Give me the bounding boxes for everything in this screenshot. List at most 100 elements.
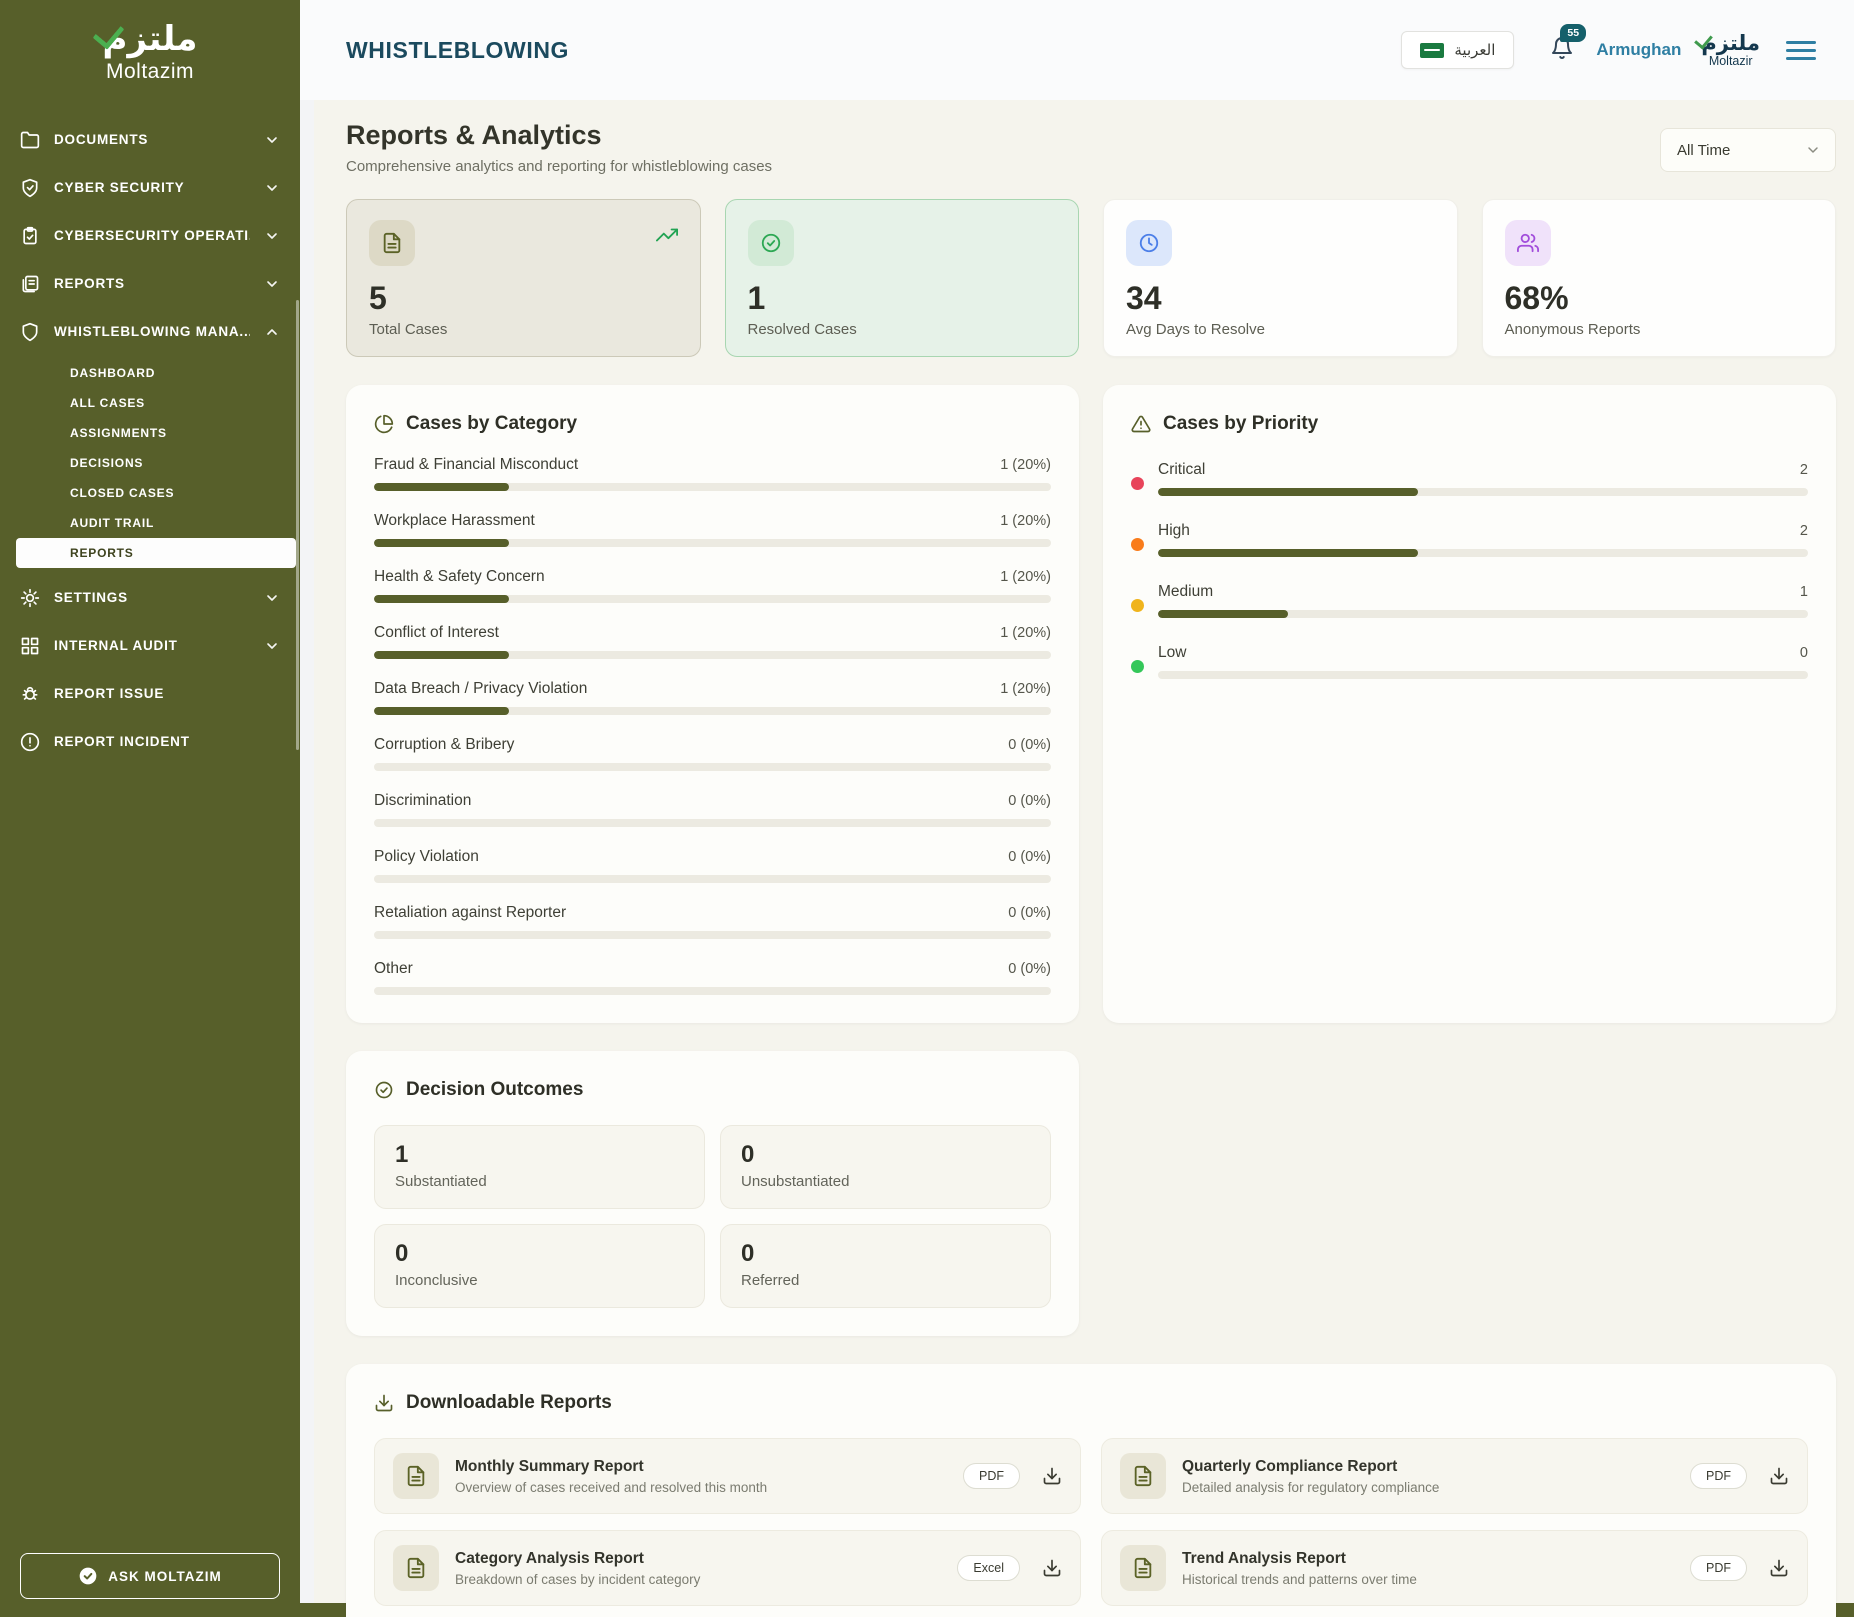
check-circle-icon xyxy=(374,1080,394,1100)
sidebar-item-label: REPORT ISSUE xyxy=(54,686,280,701)
page-header: Reports & Analytics Comprehensive analyt… xyxy=(346,120,1836,175)
sidebar-subitem-label: ALL CASES xyxy=(70,396,145,410)
priority-label: Low xyxy=(1158,644,1186,662)
priority-label: High xyxy=(1158,522,1190,540)
shield-icon xyxy=(20,322,40,342)
sidebar-item-reports[interactable]: REPORTS xyxy=(0,260,300,308)
sidebar-item-report-incident[interactable]: REPORT INCIDENT xyxy=(0,718,300,766)
stat-value: 68% xyxy=(1505,280,1814,317)
sidebar-logo-arabic: ملتزم xyxy=(103,22,198,58)
grid-icon xyxy=(20,636,40,656)
time-filter-select[interactable]: All Time xyxy=(1660,128,1836,172)
category-row: Fraud & Financial Misconduct 1 (20%) xyxy=(374,456,1051,491)
language-label: العربية xyxy=(1454,41,1495,59)
sidebar-item-label: CYBERSECURITY OPERATI... xyxy=(54,228,250,243)
report-card[interactable]: Category Analysis Report Breakdown of ca… xyxy=(374,1530,1081,1606)
sidebar-item-cybersecurity-operations[interactable]: CYBERSECURITY OPERATI... xyxy=(0,212,300,260)
download-report-button[interactable] xyxy=(1042,1558,1062,1578)
sidebar-subitem[interactable]: ASSIGNMENTS xyxy=(16,418,296,448)
chevron-down-icon xyxy=(264,590,280,606)
category-row: Conflict of Interest 1 (20%) xyxy=(374,624,1051,659)
stat-card-resolved-cases[interactable]: 1 Resolved Cases xyxy=(725,199,1080,357)
page-subtitle: Comprehensive analytics and reporting fo… xyxy=(346,158,1660,175)
hamburger-menu-icon[interactable] xyxy=(1786,36,1816,65)
header-logo[interactable]: ملتزم Moltazir xyxy=(1701,33,1760,68)
download-report-button[interactable] xyxy=(1769,1466,1789,1486)
check-circle-icon xyxy=(760,232,782,254)
sidebar-subitem-label: DASHBOARD xyxy=(70,366,155,380)
document-icon xyxy=(381,232,403,254)
report-card[interactable]: Quarterly Compliance Report Detailed ana… xyxy=(1101,1438,1808,1514)
category-label: Corruption & Bribery xyxy=(374,736,514,754)
sidebar-item-cyber-security[interactable]: CYBER SECURITY xyxy=(0,164,300,212)
sidebar-subitem[interactable]: AUDIT TRAIL xyxy=(16,508,296,538)
priority-row: Critical 2 xyxy=(1131,461,1808,496)
sidebar-nav: DOCUMENTS CYBER SECURITY CYBERSECURITY O… xyxy=(0,116,300,766)
priority-value: 2 xyxy=(1800,523,1808,539)
outcome-label: Referred xyxy=(741,1272,1030,1289)
folder-icon xyxy=(20,130,40,150)
stat-label: Total Cases xyxy=(369,321,678,338)
clipboard-check-icon xyxy=(20,226,40,246)
panel-title: Downloadable Reports xyxy=(374,1392,1808,1414)
user-menu[interactable]: Armughan xyxy=(1596,40,1681,60)
stat-label: Anonymous Reports xyxy=(1505,321,1814,338)
stat-card-anonymous-reports[interactable]: 68% Anonymous Reports xyxy=(1482,199,1837,357)
sidebar-subitem[interactable]: DASHBOARD xyxy=(16,358,296,388)
sidebar-subitem[interactable]: REPORTS xyxy=(16,538,296,568)
sidebar-logo[interactable]: ملتزم Moltazim xyxy=(0,0,300,90)
sidebar-item-report-issue[interactable]: REPORT ISSUE xyxy=(0,670,300,718)
sidebar-subitem[interactable]: DECISIONS xyxy=(16,448,296,478)
header-logo-arabic: ملتزم xyxy=(1701,33,1760,54)
sidebar-item-settings[interactable]: SETTINGS xyxy=(0,574,300,622)
download-report-button[interactable] xyxy=(1042,1466,1062,1486)
notifications-button[interactable]: 55 xyxy=(1550,36,1574,65)
priority-dot-icon xyxy=(1131,660,1144,673)
outcome-box: 0 Referred xyxy=(720,1224,1051,1308)
download-icon xyxy=(374,1393,394,1413)
sidebar-subitem-label: CLOSED CASES xyxy=(70,486,174,500)
category-bar-fill xyxy=(374,595,509,603)
category-bar-track xyxy=(374,483,1051,491)
language-switch-button[interactable]: العربية xyxy=(1401,31,1514,69)
outcome-label: Substantiated xyxy=(395,1173,684,1190)
download-report-button[interactable] xyxy=(1769,1558,1789,1578)
priority-bar-fill xyxy=(1158,488,1418,496)
priority-bar-track xyxy=(1158,610,1808,618)
report-card[interactable]: Trend Analysis Report Historical trends … xyxy=(1101,1530,1808,1606)
chevron-down-icon xyxy=(264,638,280,654)
users-icon xyxy=(1517,232,1539,254)
sidebar-item-label: WHISTLEBLOWING MANA... xyxy=(54,324,250,339)
category-value: 1 (20%) xyxy=(1000,625,1051,641)
outcome-box: 0 Inconclusive xyxy=(374,1224,705,1308)
outcome-label: Inconclusive xyxy=(395,1272,684,1289)
sidebar-subitem-label: ASSIGNMENTS xyxy=(70,426,167,440)
sidebar-subitem[interactable]: ALL CASES xyxy=(16,388,296,418)
sidebar-item-whistleblowing[interactable]: WHISTLEBLOWING MANA... xyxy=(0,308,300,356)
stat-card-avg-days[interactable]: 34 Avg Days to Resolve xyxy=(1103,199,1458,357)
sidebar-item-documents[interactable]: DOCUMENTS xyxy=(0,116,300,164)
priority-dot-icon xyxy=(1131,477,1144,490)
category-bar-track xyxy=(374,651,1051,659)
ask-moltazim-button[interactable]: ASK MOLTAZIM xyxy=(20,1553,280,1599)
notification-count-badge: 55 xyxy=(1560,24,1586,42)
sidebar-item-internal-audit[interactable]: INTERNAL AUDIT xyxy=(0,622,300,670)
stat-card-total-cases[interactable]: 5 Total Cases xyxy=(346,199,701,357)
sidebar-subitem[interactable]: CLOSED CASES xyxy=(16,478,296,508)
report-card[interactable]: Monthly Summary Report Overview of cases… xyxy=(374,1438,1081,1514)
category-value: 1 (20%) xyxy=(1000,457,1051,473)
report-format-badge: Excel xyxy=(957,1555,1020,1581)
category-label: Health & Safety Concern xyxy=(374,568,545,586)
priority-bar-track xyxy=(1158,488,1808,496)
download-icon xyxy=(1042,1558,1062,1578)
category-bar-fill xyxy=(374,651,509,659)
priority-bar-fill xyxy=(1158,610,1288,618)
stat-label: Resolved Cases xyxy=(748,321,1057,338)
priority-label: Critical xyxy=(1158,461,1205,479)
check-circle-filled-icon xyxy=(78,1566,98,1586)
chevron-down-icon xyxy=(264,132,280,148)
sidebar-scrollbar[interactable] xyxy=(296,300,299,750)
category-value: 0 (0%) xyxy=(1008,849,1051,865)
report-title: Monthly Summary Report xyxy=(455,1458,947,1476)
alert-circle-icon xyxy=(20,732,40,752)
